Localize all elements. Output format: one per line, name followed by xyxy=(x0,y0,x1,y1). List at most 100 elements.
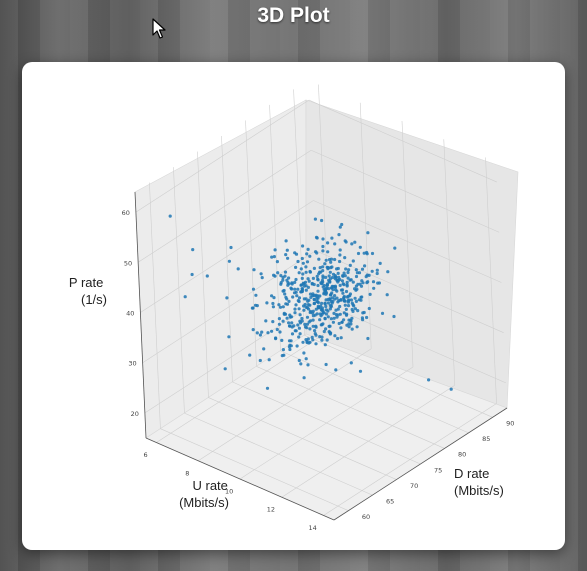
data-point xyxy=(365,315,369,320)
data-point xyxy=(307,279,311,283)
data-point xyxy=(264,319,268,323)
data-point xyxy=(348,263,352,267)
data-point xyxy=(314,342,318,346)
data-point xyxy=(300,289,304,293)
data-point xyxy=(281,348,285,352)
data-point xyxy=(355,287,359,291)
data-point xyxy=(321,322,325,326)
data-point xyxy=(272,255,276,259)
data-point xyxy=(321,265,325,269)
data-point xyxy=(273,274,277,278)
data-point xyxy=(289,344,293,348)
data-point xyxy=(303,302,307,307)
data-point xyxy=(314,235,319,239)
data-point xyxy=(327,274,331,278)
data-point xyxy=(358,369,363,373)
data-point xyxy=(312,282,316,287)
grid-line-y xyxy=(208,397,397,480)
data-point xyxy=(326,266,330,270)
grid-line-z xyxy=(142,250,316,363)
data-point xyxy=(287,299,291,303)
data-point xyxy=(277,303,281,307)
data-point xyxy=(350,301,354,305)
data-point xyxy=(301,272,305,276)
data-point xyxy=(302,351,306,355)
data-point xyxy=(336,266,340,271)
grid-line-z xyxy=(315,250,504,333)
data-point xyxy=(360,295,364,299)
data-point xyxy=(292,291,297,295)
data-point xyxy=(315,251,319,255)
data-point xyxy=(251,287,256,291)
y-tick-label: 65 xyxy=(386,497,394,505)
data-point xyxy=(338,283,342,287)
data-point xyxy=(385,293,389,297)
data-point xyxy=(342,296,346,300)
data-point xyxy=(290,325,294,329)
data-point xyxy=(168,214,172,218)
data-point xyxy=(310,335,314,339)
data-point xyxy=(274,337,278,341)
data-point xyxy=(338,248,342,252)
data-point xyxy=(313,313,317,317)
data-point xyxy=(254,293,258,297)
data-point xyxy=(289,286,293,290)
data-point xyxy=(293,311,297,315)
data-point xyxy=(370,251,375,256)
data-point xyxy=(306,285,310,289)
data-point xyxy=(352,304,356,308)
data-point xyxy=(366,231,370,235)
data-point xyxy=(341,282,345,286)
data-point xyxy=(322,291,326,295)
grid-line-z xyxy=(317,300,506,384)
data-point xyxy=(347,268,351,272)
data-point xyxy=(329,317,333,321)
data-point xyxy=(316,301,320,305)
data-point xyxy=(324,362,328,367)
data-point xyxy=(293,287,297,291)
data-point xyxy=(300,287,304,291)
data-point xyxy=(327,287,331,291)
data-point xyxy=(251,328,255,332)
data-point xyxy=(353,240,357,244)
data-point xyxy=(354,274,359,279)
data-point xyxy=(304,288,308,292)
data-point xyxy=(275,327,279,332)
data-point xyxy=(288,313,292,317)
data-point xyxy=(313,329,317,333)
data-point xyxy=(344,267,348,271)
data-point xyxy=(353,296,357,300)
data-point xyxy=(346,270,350,275)
data-point xyxy=(320,301,324,305)
data-point xyxy=(323,317,327,321)
data-point xyxy=(248,353,252,357)
data-point xyxy=(327,258,332,262)
data-point xyxy=(392,314,396,319)
grid-line-z xyxy=(135,99,310,213)
data-point xyxy=(252,268,256,272)
data-point xyxy=(301,261,305,265)
x-tick-label: 14 xyxy=(308,524,316,532)
window-title: 3D Plot xyxy=(257,4,330,27)
data-point xyxy=(302,376,306,380)
data-point xyxy=(290,332,295,336)
data-point xyxy=(321,285,325,289)
data-point xyxy=(326,250,330,254)
data-point xyxy=(321,244,325,249)
data-point xyxy=(312,298,316,302)
data-point xyxy=(364,275,368,279)
data-point xyxy=(300,256,304,261)
grid-line-y xyxy=(269,104,281,351)
data-point xyxy=(283,292,287,296)
data-point xyxy=(293,280,297,284)
data-point xyxy=(294,329,298,333)
data-point xyxy=(334,368,338,372)
data-point xyxy=(354,268,358,272)
data-point xyxy=(316,278,320,282)
data-point xyxy=(281,278,285,282)
data-point xyxy=(355,325,359,329)
data-point xyxy=(360,279,364,283)
data-point xyxy=(285,297,289,301)
grid-line-x xyxy=(401,120,414,368)
data-point xyxy=(340,279,344,283)
